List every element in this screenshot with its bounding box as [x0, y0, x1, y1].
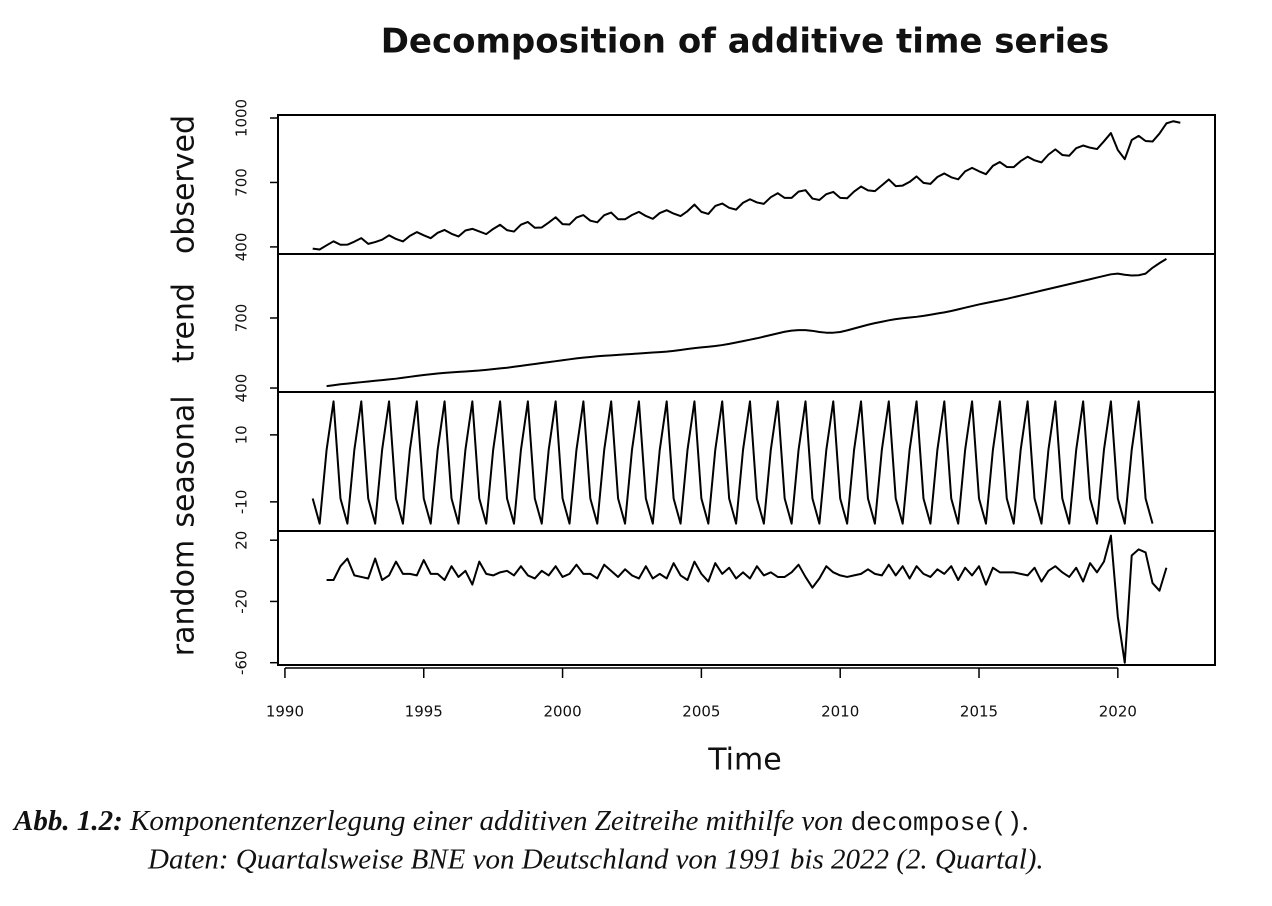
series-line — [312, 120, 1181, 251]
y-tick-label: 1000 — [233, 99, 251, 137]
plot-frame — [277, 114, 1216, 666]
y-tick-label: -60 — [233, 650, 251, 675]
caption-label: Abb. 1.2: — [12, 805, 123, 837]
caption-code: decompose() — [851, 808, 1023, 838]
chart-title: Decomposition of additive time series — [381, 22, 1110, 62]
y-tick-label: 400 — [233, 374, 251, 403]
panel-label: observed — [167, 115, 202, 254]
series-line — [326, 534, 1168, 664]
y-tick-label: -10 — [233, 490, 251, 515]
series-line — [311, 400, 1154, 525]
y-tick-label: -20 — [233, 589, 251, 614]
y-tick-label: 700 — [233, 304, 251, 333]
x-tick-label: 1990 — [266, 703, 304, 721]
panel-label: trend — [167, 283, 202, 363]
x-axis-label: Time — [707, 743, 781, 778]
x-tick-label: 1995 — [405, 703, 443, 721]
y-tick-label: 20 — [233, 531, 251, 550]
panel-label: seasonal — [167, 395, 202, 527]
x-tick-label: 2020 — [1099, 703, 1137, 721]
series-line — [326, 258, 1167, 388]
caption-end: . — [1022, 805, 1029, 837]
y-tick-label: 10 — [233, 425, 251, 444]
panel-label: random — [167, 540, 202, 656]
caption-text: Komponentenzerlegung einer additiven Zei… — [129, 805, 843, 837]
x-tick-label: 2015 — [960, 703, 998, 721]
x-tick-label: 2000 — [543, 703, 581, 721]
caption-line: Daten: Quartalsweise BNE von Deutschland… — [147, 844, 1044, 876]
y-tick-label: 400 — [233, 233, 251, 262]
x-tick-label: 2005 — [682, 703, 720, 721]
x-tick-label: 2010 — [821, 703, 859, 721]
y-tick-label: 700 — [233, 168, 251, 197]
caption: Abb. 1.2: Komponentenzerlegung einer add… — [12, 805, 1029, 838]
